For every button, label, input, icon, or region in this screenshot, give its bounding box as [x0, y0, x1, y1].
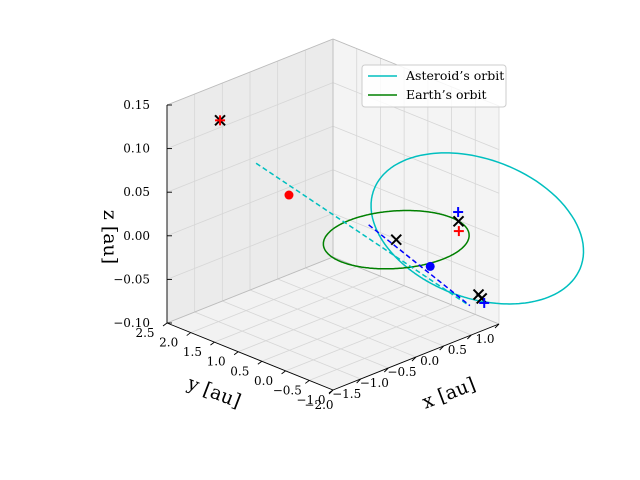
grid-line-z-right — [332, 213, 500, 281]
legend-frame — [361, 64, 507, 108]
grid-line-z-left — [166, 169, 334, 237]
y-tick-label: 0.0 — [254, 374, 273, 388]
y-tick-label: 1.5 — [183, 345, 202, 359]
grid-line-y-floor — [190, 266, 357, 333]
x-tick-mark — [439, 345, 444, 351]
y-tick-label: 0.5 — [230, 364, 249, 378]
grid-line-x-floor — [277, 278, 444, 347]
z-tick-label: −0.10 — [113, 316, 150, 330]
pane-edge — [166, 38, 334, 106]
x-tick-mark — [494, 323, 500, 329]
y-tick-mark — [186, 332, 191, 336]
y-tick-label: −0.5 — [273, 383, 302, 397]
legend-label-earth: Earth’s orbit — [406, 87, 487, 102]
y-tick-mark — [328, 389, 334, 394]
z-tick-label: −0.05 — [113, 272, 150, 286]
x-tick-label: −0.5 — [387, 365, 416, 379]
grid-line-y-floor — [214, 275, 381, 343]
x-tick-mark — [411, 356, 417, 362]
grid-line-z-right — [332, 82, 500, 150]
marker-x-stroke — [452, 215, 465, 228]
x-tick-mark — [356, 378, 361, 384]
grid-line-x-floor — [222, 300, 389, 369]
grid-line-z-right — [332, 125, 500, 194]
grid-line-x-floor — [305, 267, 472, 336]
grid-line-y-floor — [261, 294, 429, 362]
z-tick-label: 0.10 — [123, 142, 150, 156]
grid-line-x-floor — [249, 289, 417, 358]
grid-line-z-left — [166, 213, 334, 280]
marker-x-stroke — [475, 292, 488, 305]
x-tick-label: −1.0 — [360, 376, 389, 390]
x-tick-label: 1.0 — [475, 332, 494, 346]
y-tick-label: 1.0 — [207, 355, 226, 369]
orbit-line-0 — [370, 152, 585, 305]
z-tick-label: 0.15 — [123, 98, 150, 112]
marker-x-stroke — [390, 233, 402, 246]
y-tick-mark — [233, 351, 239, 356]
y-tick-mark — [162, 322, 168, 327]
grid-line-z-left — [166, 82, 334, 149]
grid-line-y-floor — [237, 285, 405, 353]
marker-plus-10 — [479, 297, 490, 308]
y-tick-label: 2.5 — [135, 326, 154, 340]
marker-plus-6 — [453, 207, 464, 218]
z-tick-label: 0.00 — [123, 229, 150, 243]
grid-line-z-left — [166, 125, 334, 193]
tick-labels: −2.0−1.5−1.0−0.50.00.51.0−1.0−0.50.00.51… — [113, 98, 500, 412]
x-tick-label: 0.5 — [448, 343, 467, 357]
marker-plus-2 — [215, 115, 226, 126]
y-axis-line — [166, 322, 334, 391]
back-right-pane — [333, 39, 499, 324]
grid-line-y-floor — [285, 304, 452, 372]
dashed-segment-1 — [368, 224, 471, 307]
grid-line-z-right — [332, 169, 500, 238]
y-tick-mark — [281, 370, 286, 375]
dashed-segment-0 — [255, 162, 469, 306]
x-tick-mark — [384, 367, 389, 373]
marker-dot-3 — [284, 190, 294, 200]
grid-line-x-floor — [194, 311, 361, 380]
y-tick-mark — [210, 341, 215, 346]
z-axis-label: z [au] — [99, 210, 121, 264]
marker-dot-4 — [425, 261, 435, 271]
y-tick-mark — [257, 360, 263, 365]
y-tick-label: 2.0 — [159, 336, 178, 350]
x-tick-mark — [467, 334, 472, 340]
x-tick-label: 0.0 — [420, 354, 439, 368]
legend-label-asteroid: Asteroid’s orbit — [405, 68, 504, 83]
grid-line-y-floor — [309, 314, 476, 381]
pane-edge — [166, 256, 334, 324]
y-tick-mark — [305, 380, 310, 384]
x-tick-label: −1.5 — [332, 387, 361, 401]
pane-edge — [332, 256, 500, 325]
z-tick-label: 0.05 — [123, 185, 150, 199]
plot-area — [214, 114, 585, 308]
x-axis-label: x [au] — [419, 373, 478, 413]
legend: Asteroid’s orbit Earth’s orbit — [361, 64, 507, 108]
marker-x-0 — [390, 233, 402, 246]
x-tick-label: −2.0 — [304, 398, 333, 412]
orbit-line-1 — [322, 209, 470, 270]
y-tick-label: −1.0 — [296, 393, 325, 407]
marker-plus-7 — [453, 226, 464, 237]
marker-x-5 — [452, 215, 465, 228]
